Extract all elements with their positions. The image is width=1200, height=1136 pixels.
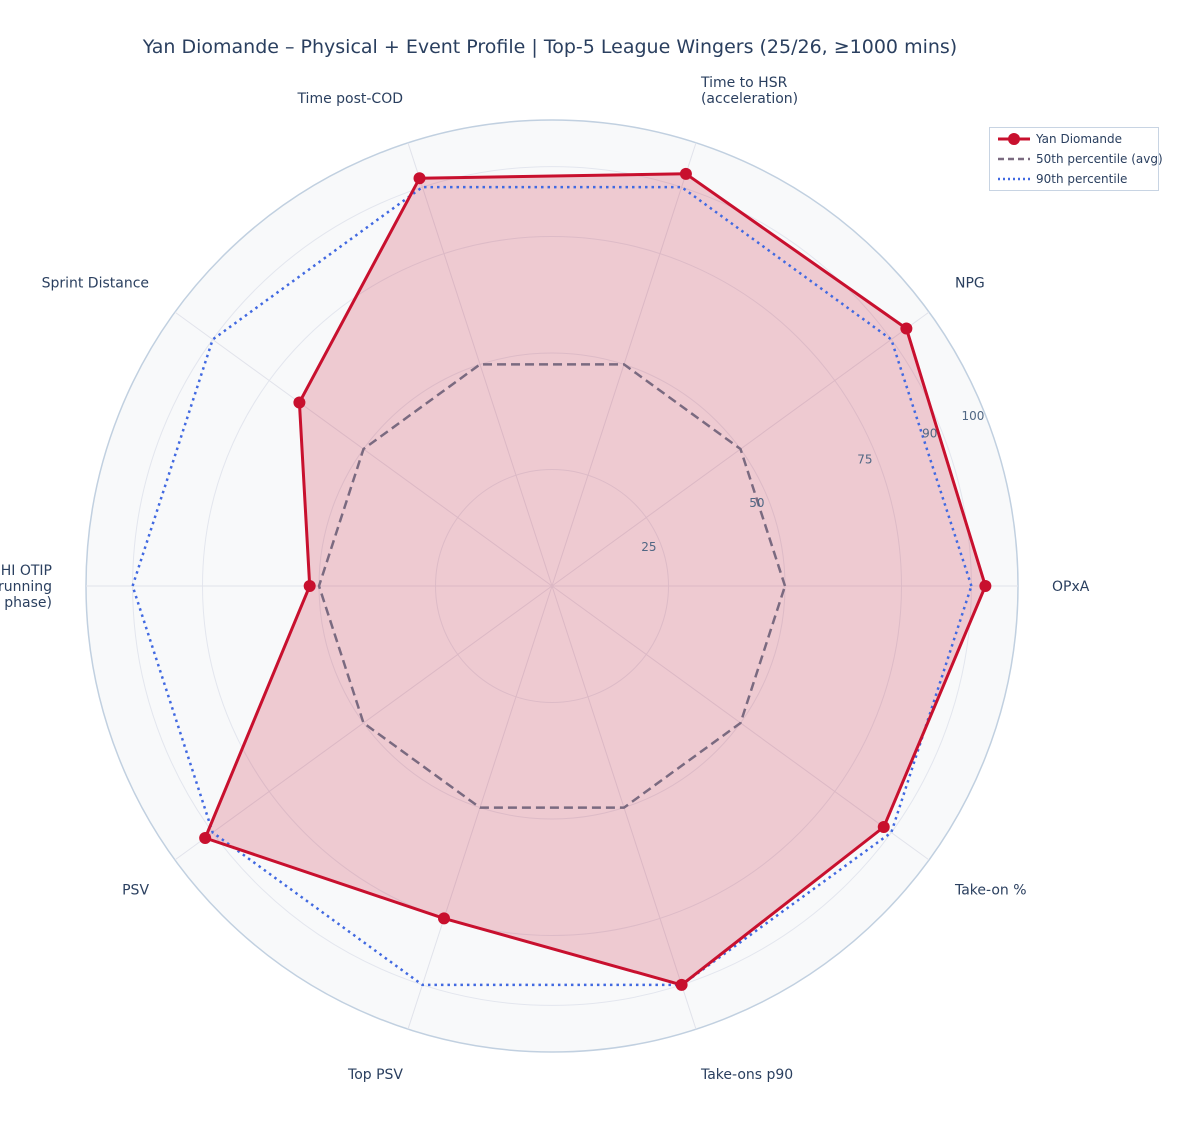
tick-label: 25 <box>641 540 656 554</box>
axis-label-line: Take-ons p90 <box>700 1067 793 1083</box>
axis-label-line: Top PSV <box>347 1067 403 1083</box>
axis-label: Top PSV <box>347 1067 403 1083</box>
axis-label-line: HI OTIP <box>1 563 52 579</box>
axis-label: Time to HSR (acceleration) <box>700 75 798 107</box>
tick-label: 75 <box>857 453 872 467</box>
legend-label: Yan Diomande <box>1036 132 1123 146</box>
chart-title: Yan Diomande – Physical + Event Profile … <box>142 36 958 58</box>
tick-label: 50 <box>749 496 764 510</box>
data-point <box>413 172 426 185</box>
legend-swatch <box>998 133 1030 145</box>
data-point <box>679 167 692 180</box>
axis-label: Time post-COD <box>296 91 403 107</box>
series-line-p90 <box>131 185 973 987</box>
tick-label: 90 <box>922 426 937 440</box>
data-point <box>979 580 992 592</box>
axis-label-line: Sprint Distance <box>42 275 149 291</box>
legend-item[interactable]: 90th percentile <box>990 169 1127 189</box>
axis-label: Take-ons p90 <box>700 1067 793 1083</box>
radial-tick-labels: 25 50 75 90 100 <box>641 409 984 554</box>
legend-label: 90th percentile <box>1036 172 1128 186</box>
data-point <box>199 831 212 844</box>
axis-label: PSV <box>122 883 149 899</box>
data-point <box>675 978 688 991</box>
axis-label-line: NPG <box>955 275 985 291</box>
axis-label: Take-on % <box>954 883 1027 899</box>
spoke-line <box>174 585 553 861</box>
axis-label-line: PSV <box>122 883 149 899</box>
legend-marker <box>1008 133 1020 145</box>
axis-label-line: (HI running <box>0 579 52 595</box>
data-point <box>877 821 890 834</box>
axis-label-line: OPxA <box>1052 579 1090 595</box>
axis-label-line: Time post-COD <box>296 91 403 107</box>
spoke-line <box>407 142 553 587</box>
data-point <box>437 912 450 925</box>
legend-swatch <box>998 157 1030 161</box>
legend-swatch <box>998 177 1030 181</box>
series-traces <box>131 167 992 991</box>
axis-label-line: Time to HSR <box>700 75 788 91</box>
axis-label: NPG <box>955 275 985 291</box>
axis-label: OPxA <box>1052 579 1090 595</box>
axis-label-line: Take-on % <box>954 883 1027 899</box>
axis-labels: OPxA NPG Time to HSR (acceleration) Time pos… <box>0 75 1090 1083</box>
axis-label-line: (acceleration) <box>701 91 798 107</box>
legend-item[interactable]: 50th percentile (avg) <box>990 149 1163 169</box>
data-point <box>293 396 306 409</box>
legend-label: 50th percentile (avg) <box>1036 152 1163 166</box>
axis-label-line: defensive phase) <box>0 595 52 611</box>
tick-label: 100 <box>961 409 984 423</box>
series-line-p50 <box>317 363 787 809</box>
legend: Yan Diomande 50th percentile (avg) 90th pe… <box>989 127 1163 191</box>
axis-label: Sprint Distance <box>42 275 149 291</box>
series-fill-yan-diomande <box>205 173 986 985</box>
data-point <box>303 580 316 592</box>
axis-label: HI OTIP(HI runningdefensive phase) <box>0 563 52 611</box>
legend-item[interactable]: Yan Diomande <box>990 129 1122 149</box>
data-point <box>900 322 913 335</box>
